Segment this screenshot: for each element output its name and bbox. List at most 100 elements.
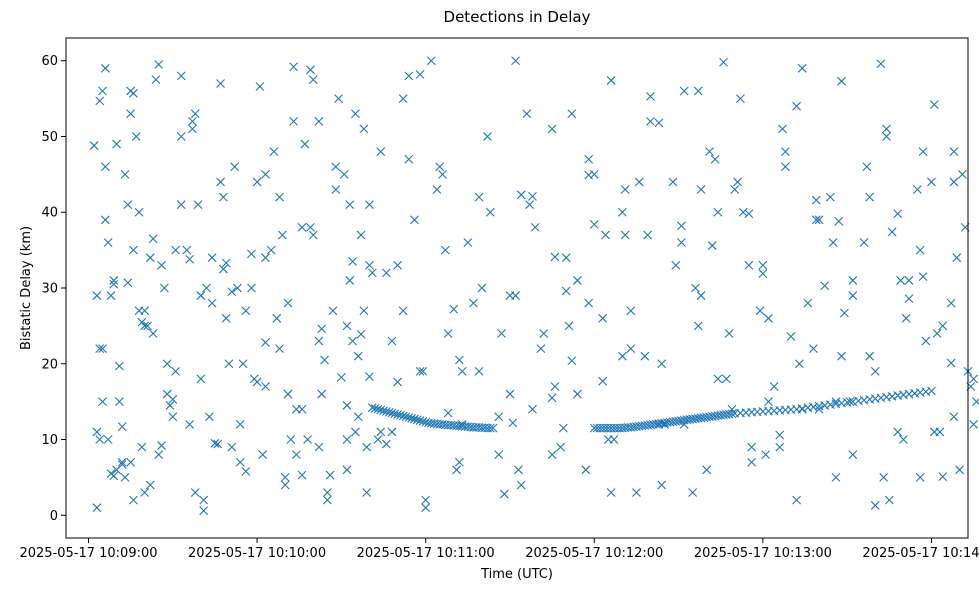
data-point: [109, 471, 119, 481]
data-point: [120, 169, 130, 179]
data-point: [730, 185, 740, 194]
data-point: [567, 356, 577, 366]
data-point: [775, 430, 785, 440]
data-point: [882, 124, 891, 134]
data-point: [438, 169, 447, 179]
data-point: [292, 404, 301, 414]
data-point: [634, 177, 644, 187]
data-point: [207, 253, 217, 263]
data-point: [280, 480, 290, 490]
data-point: [865, 192, 875, 202]
data-point: [168, 412, 178, 422]
x-tick-label: 2025-05-17 10:11:00: [357, 546, 495, 561]
data-point: [221, 258, 231, 268]
data-point: [598, 313, 608, 323]
data-point: [289, 116, 298, 126]
data-point: [837, 76, 846, 86]
data-point: [159, 283, 169, 293]
data-point: [137, 442, 147, 452]
data-point: [539, 329, 549, 338]
data-point: [238, 359, 248, 369]
chart-title: Detections in Delay: [444, 8, 591, 26]
data-point: [98, 344, 107, 353]
data-point: [505, 389, 515, 399]
data-point: [196, 291, 206, 300]
data-point: [176, 71, 186, 81]
data-point: [98, 86, 107, 96]
data-point: [283, 298, 293, 308]
data-point: [100, 215, 110, 225]
data-point: [845, 397, 855, 407]
data-point: [946, 358, 956, 368]
data-point: [581, 465, 591, 475]
data-point: [901, 313, 911, 323]
data-point: [713, 374, 723, 384]
data-point: [261, 253, 270, 263]
data-point: [359, 124, 369, 134]
data-point: [103, 238, 113, 247]
data-point: [671, 260, 681, 270]
data-point: [862, 162, 872, 172]
data-point: [277, 230, 287, 240]
data-point: [367, 268, 377, 278]
data-point: [339, 169, 349, 179]
data-point: [381, 439, 391, 449]
data-point: [778, 124, 787, 134]
data-point: [185, 419, 195, 429]
data-point: [896, 276, 905, 285]
data-point: [657, 480, 667, 490]
y-axis: 0 10 20 30 40 50 60: [41, 54, 66, 524]
data-point: [398, 411, 408, 421]
data-point: [598, 376, 608, 386]
data-point: [348, 257, 358, 266]
data-point: [401, 412, 411, 422]
data-point: [314, 116, 324, 126]
data-point: [617, 207, 627, 217]
data-point: [814, 404, 824, 414]
data-point: [676, 238, 686, 247]
data-point: [528, 404, 537, 414]
data-point: [95, 435, 105, 444]
data-point: [92, 291, 102, 300]
data-point: [216, 177, 225, 187]
data-point: [589, 219, 599, 229]
data-point: [241, 466, 251, 476]
data-point: [376, 405, 386, 415]
data-point: [421, 417, 431, 427]
data-point: [418, 366, 428, 376]
data-point: [230, 162, 239, 172]
data-point: [870, 501, 880, 510]
data-point: [834, 216, 844, 226]
data-point: [744, 209, 754, 219]
data-point: [469, 298, 478, 308]
data-point: [949, 412, 959, 422]
data-point: [188, 116, 197, 126]
data-point: [969, 374, 979, 384]
data-point: [418, 416, 428, 426]
data-point: [449, 304, 459, 314]
data-point: [398, 306, 408, 316]
data-point: [643, 230, 653, 240]
data-point: [202, 283, 211, 293]
data-point: [308, 230, 318, 240]
data-point: [325, 470, 335, 480]
data-point: [376, 427, 386, 437]
data-point: [261, 169, 270, 179]
data-point: [95, 344, 105, 353]
data-point: [744, 260, 754, 270]
data-point: [432, 185, 442, 194]
data-point: [182, 245, 192, 255]
data-point: [379, 406, 388, 416]
data-point: [904, 276, 914, 285]
data-points: [89, 56, 979, 516]
data-point: [828, 238, 838, 247]
data-point: [955, 465, 964, 475]
data-point: [915, 473, 925, 482]
data-point: [876, 59, 886, 69]
data-point: [415, 69, 425, 79]
data-point: [477, 283, 487, 293]
data-point: [929, 100, 939, 110]
data-point: [646, 116, 655, 126]
data-point: [606, 76, 616, 85]
data-point: [345, 200, 355, 210]
